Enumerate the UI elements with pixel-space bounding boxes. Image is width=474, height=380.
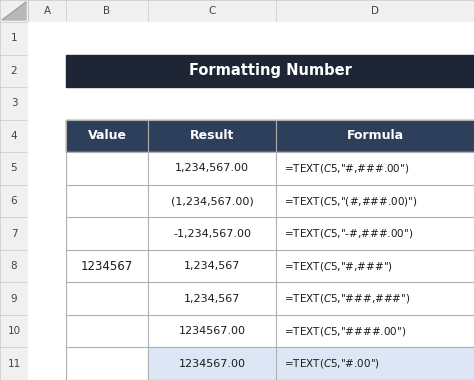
Bar xyxy=(276,152,474,185)
Text: 6: 6 xyxy=(11,196,18,206)
Text: 1: 1 xyxy=(11,33,18,43)
Text: D: D xyxy=(371,6,379,16)
Text: 10: 10 xyxy=(8,326,20,336)
Bar xyxy=(148,347,276,380)
Bar xyxy=(148,152,276,185)
Bar xyxy=(276,315,474,347)
Bar xyxy=(148,315,276,347)
Bar xyxy=(148,185,276,217)
Text: =TEXT($C$5,"(#,###.00)"): =TEXT($C$5,"(#,###.00)") xyxy=(284,195,418,207)
Bar xyxy=(148,217,276,250)
Text: 11: 11 xyxy=(8,359,21,369)
Bar xyxy=(0,0,28,380)
Text: =TEXT($C$5,"-#,###.00"): =TEXT($C$5,"-#,###.00") xyxy=(284,227,413,240)
Text: 1234567.00: 1234567.00 xyxy=(179,359,246,369)
Text: (1,234,567.00): (1,234,567.00) xyxy=(171,196,254,206)
Polygon shape xyxy=(2,2,26,20)
Bar xyxy=(66,55,474,87)
Bar xyxy=(148,250,276,282)
Text: A: A xyxy=(44,6,51,16)
Bar xyxy=(276,250,474,282)
Bar xyxy=(66,22,474,380)
Text: 7: 7 xyxy=(11,228,18,239)
Text: 1,234,567.00: 1,234,567.00 xyxy=(175,163,249,173)
Text: 9: 9 xyxy=(11,294,18,304)
Bar xyxy=(276,217,474,250)
Text: Result: Result xyxy=(190,130,234,142)
Bar xyxy=(28,22,66,380)
Text: -1,234,567.00: -1,234,567.00 xyxy=(173,228,251,239)
Text: 1234567.00: 1234567.00 xyxy=(179,326,246,336)
Text: =TEXT($C$5,"#,###.00"): =TEXT($C$5,"#,###.00") xyxy=(284,162,410,175)
Bar xyxy=(66,152,148,380)
Bar xyxy=(66,120,148,152)
Text: 8: 8 xyxy=(11,261,18,271)
Bar xyxy=(0,0,474,22)
Bar xyxy=(276,282,474,315)
Text: =TEXT($C$5,"#,###"): =TEXT($C$5,"#,###") xyxy=(284,260,393,272)
Text: 3: 3 xyxy=(11,98,18,108)
Text: 4: 4 xyxy=(11,131,18,141)
Text: 1,234,567: 1,234,567 xyxy=(184,261,240,271)
Bar xyxy=(276,347,474,380)
Text: 1234567: 1234567 xyxy=(81,260,133,272)
Text: C: C xyxy=(208,6,216,16)
Text: Value: Value xyxy=(88,130,127,142)
Text: 1,234,567: 1,234,567 xyxy=(184,294,240,304)
Bar xyxy=(148,120,276,152)
Text: 5: 5 xyxy=(11,163,18,173)
Text: Formatting Number: Formatting Number xyxy=(189,63,351,78)
Bar xyxy=(276,185,474,217)
Text: 2: 2 xyxy=(11,66,18,76)
Bar xyxy=(148,282,276,315)
Bar xyxy=(276,120,474,152)
Text: =TEXT($C$5,"###,###"): =TEXT($C$5,"###,###") xyxy=(284,292,410,305)
Text: =TEXT($C$5,"#.00"): =TEXT($C$5,"#.00") xyxy=(284,357,380,370)
Text: B: B xyxy=(103,6,110,16)
Text: Formula: Formula xyxy=(346,130,403,142)
Text: =TEXT($C$5,"####.00"): =TEXT($C$5,"####.00") xyxy=(284,325,406,338)
